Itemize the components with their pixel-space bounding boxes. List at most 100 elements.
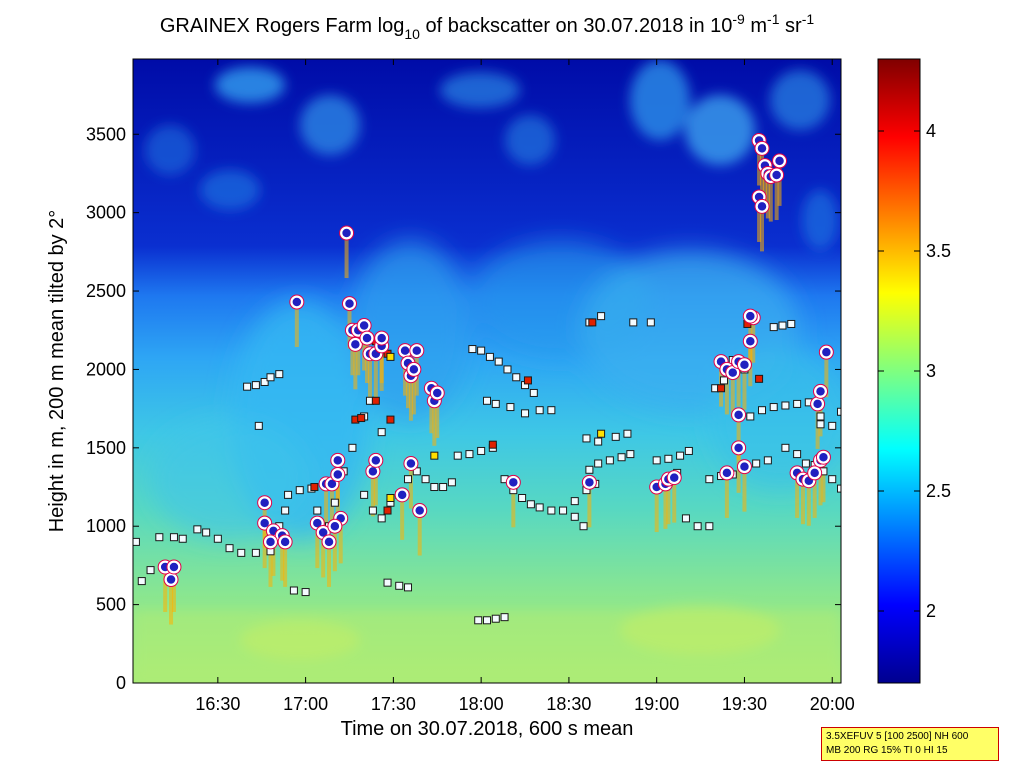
cloud-streak xyxy=(373,460,378,506)
cloud-base-ring xyxy=(409,343,425,359)
y-tick-label: 1500 xyxy=(86,438,126,458)
cloud-streak xyxy=(429,388,434,434)
x-axis: 16:30 17:00 17:30 18:00 18:30 19:00 19:30 20:00 xyxy=(195,59,855,714)
layer-marker xyxy=(453,451,462,460)
cloud-base-marker xyxy=(164,572,178,587)
cloud-base-ring xyxy=(341,296,357,312)
layer-marker xyxy=(816,412,825,421)
cloud-streak xyxy=(663,483,668,529)
layer-marker xyxy=(579,522,588,531)
cloud-base-marker xyxy=(407,362,421,377)
cloud-base-ring xyxy=(742,308,758,324)
cloud-base-ring xyxy=(406,361,422,377)
layer-marker xyxy=(535,503,544,512)
cloud-streak xyxy=(757,196,762,242)
colorbar xyxy=(877,58,921,684)
layer-marker xyxy=(758,406,767,415)
cloud-base-marker xyxy=(395,488,409,502)
cloud-base-marker xyxy=(404,456,418,471)
upper-clouds xyxy=(145,60,838,250)
y-tick-label: 500 xyxy=(96,595,126,615)
layer-marker xyxy=(146,566,155,575)
layer-marker xyxy=(468,345,477,354)
layer-marker xyxy=(521,409,530,418)
y-tick-label: 3500 xyxy=(86,124,126,144)
cloud-base-ring xyxy=(505,474,521,490)
cloud-streak xyxy=(367,353,372,399)
cloud-base-ring xyxy=(374,330,390,346)
layer-marker xyxy=(585,465,594,474)
title-unit-m: m xyxy=(745,15,767,37)
cloud-base-ring xyxy=(754,140,770,156)
cloud-base-marker xyxy=(772,154,787,168)
cloud-base-marker xyxy=(257,495,272,510)
layer-marker xyxy=(535,406,544,415)
cloud-streak xyxy=(760,206,765,252)
y-tick-label: 2000 xyxy=(86,359,126,379)
cloud-base-ring xyxy=(769,167,785,183)
cloud-base-marker xyxy=(726,365,740,380)
layer-marker xyxy=(368,506,377,515)
layer-marker xyxy=(828,475,837,484)
layer-marker xyxy=(383,578,392,587)
cloud-streak xyxy=(350,330,355,376)
layer-marker xyxy=(254,421,263,430)
layer-marker xyxy=(617,453,626,462)
cloud-streak xyxy=(338,518,343,564)
layer-marker xyxy=(483,396,491,405)
red-marker xyxy=(371,396,380,405)
layer-marker xyxy=(828,421,837,430)
x-tick-label: 17:00 xyxy=(283,694,328,714)
cloud-base-ring xyxy=(581,474,597,490)
layer-marker xyxy=(705,475,714,484)
layer-marker xyxy=(491,399,500,408)
cloud-streak xyxy=(736,414,741,460)
cloud-streak xyxy=(321,532,326,578)
layer-marker xyxy=(787,319,796,328)
layer-marker xyxy=(526,500,535,509)
cloud-base-marker xyxy=(374,331,389,345)
layer-marker xyxy=(816,420,825,429)
layer-marker xyxy=(465,450,474,459)
colorbar-tick-label: 4 xyxy=(926,121,936,141)
layer-marker xyxy=(284,490,293,499)
cloud-base-ring xyxy=(736,459,752,475)
title-sup3: -1 xyxy=(802,11,815,27)
cloud-base-marker xyxy=(667,470,681,485)
cloud-base-ring xyxy=(666,470,682,486)
cloud-base-marker xyxy=(430,386,445,400)
layer-marker xyxy=(237,548,246,557)
red-marker xyxy=(386,415,395,424)
cloud-streak xyxy=(353,344,358,390)
layer-marker xyxy=(559,506,568,515)
cloud-streak xyxy=(373,353,378,399)
layer-marker xyxy=(793,450,802,459)
layer-marker xyxy=(477,346,486,355)
plot-frame xyxy=(132,58,842,684)
cloud-base-marker xyxy=(331,453,345,468)
layer-marker xyxy=(611,432,620,441)
cloud-base-ring xyxy=(257,495,273,511)
cloud-base-marker xyxy=(755,141,769,156)
layer-marker xyxy=(719,376,728,385)
cloud-base-marker xyxy=(322,535,336,549)
yellow-marker xyxy=(597,429,606,438)
layer-marker xyxy=(213,534,222,543)
colorbar-axis: 2 2.5 3 3.5 4 xyxy=(878,121,951,621)
cloud-base-ring xyxy=(359,330,375,346)
cloud-base-marker xyxy=(743,334,758,348)
cloud-streak xyxy=(417,510,422,556)
cloud-streak xyxy=(806,480,811,526)
cloud-streak xyxy=(356,330,361,376)
cloud-base-ring xyxy=(731,407,747,423)
layer-marker xyxy=(474,616,483,625)
layer-marker xyxy=(251,381,260,390)
red-marker xyxy=(357,414,366,423)
layer-marker xyxy=(404,475,413,484)
cloud-base-marker xyxy=(720,466,734,480)
x-tick-label: 16:30 xyxy=(195,694,240,714)
layer-marker xyxy=(289,586,298,595)
cloud-base-marker xyxy=(412,503,427,518)
cloud-streak xyxy=(406,363,411,409)
